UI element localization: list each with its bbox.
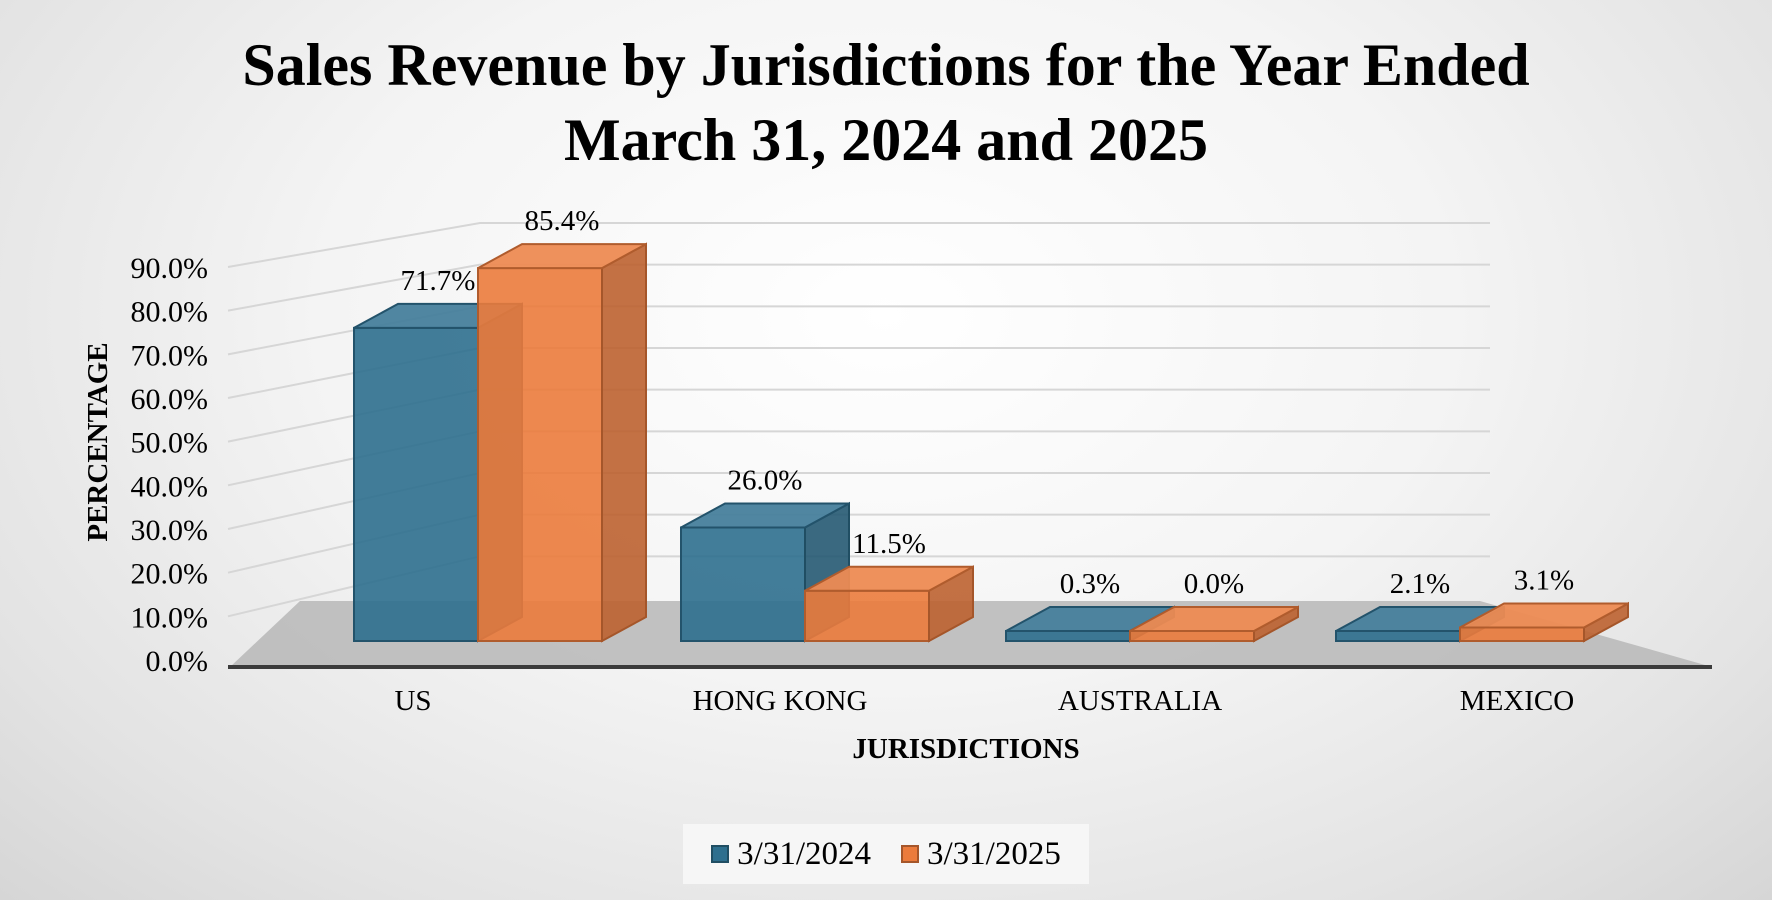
x-axis-title: JURISDICTIONS — [852, 733, 1079, 765]
y-tick-label: 50.0% — [131, 427, 209, 460]
bar-front — [1459, 626, 1585, 642]
y-tick-label: 40.0% — [131, 470, 209, 503]
bar — [680, 501, 850, 643]
bar — [1129, 605, 1299, 643]
x-category-label: AUSTRALIA — [1058, 685, 1222, 717]
data-label: 85.4% — [525, 205, 600, 237]
bar-top — [1459, 602, 1629, 629]
y-axis-ticks: 0.0% 10.0% 20.0% 30.0% 40.0% 50.0% 60.0% 70.0% 8… — [131, 252, 209, 678]
y-tick-label: 90.0% — [131, 252, 209, 285]
bars — [353, 242, 1629, 643]
bar — [477, 242, 647, 643]
y-axis-title: PERCENTAGE — [82, 342, 114, 541]
data-label: 71.7% — [401, 265, 476, 297]
legend-label-2024: 3/31/2024 — [737, 835, 871, 872]
bar-front — [353, 326, 479, 642]
legend-swatch-2025 — [901, 845, 919, 863]
data-label: 11.5% — [852, 528, 926, 560]
data-label: 26.0% — [728, 464, 803, 496]
bar-front — [804, 589, 930, 642]
legend-swatch-2024 — [711, 845, 730, 863]
legend: 3/31/2024 3/31/2025 — [683, 824, 1089, 884]
y-tick-label: 0.0% — [146, 645, 209, 678]
chart-title: Sales Revenue by Jurisdictions for the Y… — [0, 28, 1772, 178]
bar-front — [1335, 630, 1461, 642]
bar-front — [1005, 630, 1131, 642]
legend-label-2025: 3/31/2025 — [927, 835, 1061, 872]
data-label: 0.0% — [1184, 568, 1244, 600]
data-label: 3.1% — [1514, 564, 1574, 596]
y-tick-label: 80.0% — [131, 296, 209, 329]
bar — [804, 565, 974, 643]
data-labels: 71.7% 85.4% 26.0% 11.5% 0.3% 0.0% 2.1% 3.1% — [401, 205, 1575, 600]
gridline — [227, 222, 1490, 268]
bar-front — [680, 526, 806, 643]
bar-front — [1129, 630, 1255, 642]
data-label: 0.3% — [1060, 568, 1120, 600]
y-tick-label: 30.0% — [131, 514, 209, 547]
chart-title-line-2: March 31, 2024 and 2025 — [564, 107, 1208, 173]
x-category-label: HONG KONG — [693, 685, 868, 717]
legend-item-2024: 3/31/2024 — [711, 836, 871, 873]
gridline — [227, 263, 1490, 312]
chart-title-line-1: Sales Revenue by Jurisdictions for the Y… — [242, 32, 1530, 98]
y-tick-label: 60.0% — [131, 383, 209, 416]
bar-top — [680, 502, 850, 529]
bar-top — [1129, 606, 1299, 632]
x-category-label: MEXICO — [1460, 685, 1574, 717]
bar — [1459, 601, 1629, 643]
bar-side — [601, 242, 647, 643]
x-axis-categories: US HONG KONG AUSTRALIA MEXICO — [394, 685, 1574, 717]
data-label: 2.1% — [1390, 568, 1450, 600]
y-tick-label: 20.0% — [131, 558, 209, 591]
bar-top — [477, 243, 647, 270]
bar-front — [477, 267, 603, 642]
y-tick-label: 10.0% — [131, 601, 209, 634]
legend-item-2025: 3/31/2025 — [901, 836, 1061, 873]
bar-top — [804, 565, 974, 592]
x-category-label: US — [394, 685, 431, 717]
y-tick-label: 70.0% — [131, 339, 209, 372]
